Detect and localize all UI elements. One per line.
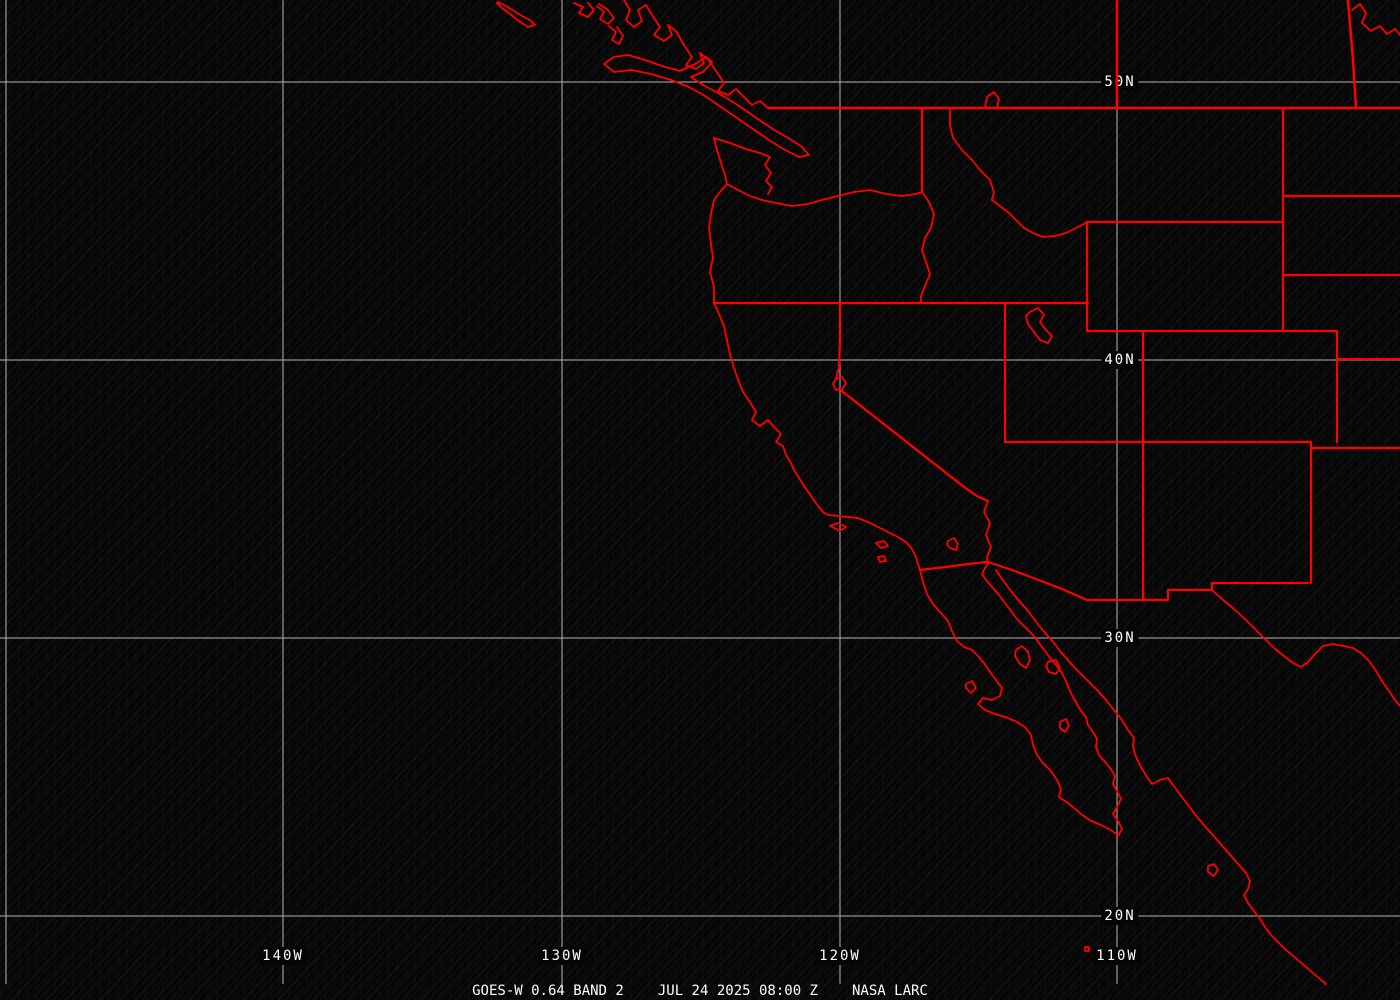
lat-label-30n: 30N (1101, 629, 1139, 647)
image-caption: GOES-W 0.64 BAND 2 JUL 24 2025 08:00 Z N… (0, 983, 1400, 999)
lat-label-50n: 50N (1101, 73, 1139, 91)
lon-label-120w: 120W (816, 947, 864, 965)
caption-datetime: JUL 24 2025 08:00 Z (657, 983, 818, 999)
lat-label-20n: 20N (1101, 907, 1139, 925)
lon-label-130w: 130W (538, 947, 586, 965)
lon-label-110w: 110W (1093, 947, 1141, 965)
caption-instrument: GOES-W 0.64 BAND 2 (472, 983, 624, 999)
caption-credit: NASA LARC (852, 983, 928, 999)
lat-label-40n: 40N (1101, 351, 1139, 369)
lon-label-140w: 140W (259, 947, 307, 965)
